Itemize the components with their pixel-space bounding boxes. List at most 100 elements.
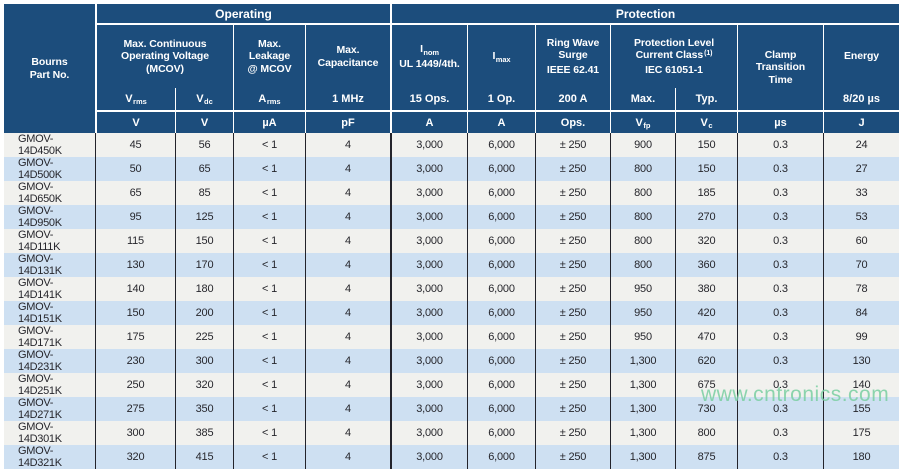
cell-vdc: 65 (175, 157, 233, 181)
cell-vrms: 230 (95, 349, 175, 373)
cell-vrms: 65 (95, 181, 175, 205)
cell-capacitance: 4 (305, 373, 390, 397)
unit-j: J (823, 110, 899, 133)
table-row: GMOV-14D950K 95 125 < 1 4 3,000 6,000 ± … (4, 205, 899, 229)
cell-clamp-time: 0.3 (737, 253, 823, 277)
table-row: GMOV-14D321K 320 415 < 1 4 3,000 6,000 ±… (4, 445, 899, 469)
subheader-1op: 1 Op. (467, 88, 535, 110)
unit-pf: pF (305, 110, 390, 133)
cell-ring-wave: ± 250 (535, 181, 610, 205)
cell-vdc: 180 (175, 277, 233, 301)
table-row: GMOV-14D131K 130 170 < 1 4 3,000 6,000 ±… (4, 253, 899, 277)
cell-vdc: 300 (175, 349, 233, 373)
cell-capacitance: 4 (305, 397, 390, 421)
cell-vc: 360 (675, 253, 737, 277)
cell-vc: 470 (675, 325, 737, 349)
part-number-cell: GMOV-14D231K (18, 349, 62, 373)
table-header: Bourns Part No. Operating Protection Max… (4, 4, 899, 133)
unit-us: µs (737, 110, 823, 133)
cell-imax: 6,000 (467, 349, 535, 373)
cell-vc: 420 (675, 301, 737, 325)
cell-clamp-time: 0.3 (737, 301, 823, 325)
cell-leakage: < 1 (233, 229, 305, 253)
col-header-ring-wave-surge: Ring Wave Surge IEEE 62.41 (535, 23, 610, 88)
cell-leakage: < 1 (233, 277, 305, 301)
cell-clamp-time: 0.3 (737, 133, 823, 157)
footnote-superscript: (1) (704, 50, 713, 58)
table-row: GMOV-14D141K 140 180 < 1 4 3,000 6,000 ±… (4, 277, 899, 301)
cell-energy: 180 (823, 445, 899, 469)
cell-vdc: 385 (175, 421, 233, 445)
cell-ring-wave: ± 250 (535, 277, 610, 301)
cell-vrms: 175 (95, 325, 175, 349)
cell-clamp-time: 0.3 (737, 181, 823, 205)
cell-vrms: 275 (95, 397, 175, 421)
cell-vrms: 45 (95, 133, 175, 157)
cell-vrms: 50 (95, 157, 175, 181)
cell-vfp: 900 (610, 133, 675, 157)
table-row: GMOV-14D450K 45 56 < 1 4 3,000 6,000 ± 2… (4, 133, 899, 157)
cell-ring-wave: ± 250 (535, 397, 610, 421)
cell-vrms: 320 (95, 445, 175, 469)
cell-vrms: 115 (95, 229, 175, 253)
cell-inom: 3,000 (390, 349, 467, 373)
part-number-cell: GMOV-14D111K (18, 229, 61, 253)
cell-vc: 320 (675, 229, 737, 253)
cell-energy: 175 (823, 421, 899, 445)
cell-capacitance: 4 (305, 157, 390, 181)
part-number-cell: GMOV-14D321K (18, 445, 62, 469)
cell-imax: 6,000 (467, 301, 535, 325)
cell-vfp: 800 (610, 253, 675, 277)
table-row: GMOV-14D650K 65 85 < 1 4 3,000 6,000 ± 2… (4, 181, 899, 205)
cell-leakage: < 1 (233, 445, 305, 469)
cell-clamp-time: 0.3 (737, 157, 823, 181)
part-number-cell: GMOV-14D271K (18, 397, 62, 421)
table-row: GMOV-14D301K 300 385 < 1 4 3,000 6,000 ±… (4, 421, 899, 445)
cell-vfp: 950 (610, 325, 675, 349)
table-row: GMOV-14D251K 250 320 < 1 4 3,000 6,000 ±… (4, 373, 899, 397)
table-row: GMOV-14D271K 275 350 < 1 4 3,000 6,000 ±… (4, 397, 899, 421)
cell-inom: 3,000 (390, 133, 467, 157)
cell-ring-wave: ± 250 (535, 445, 610, 469)
cell-imax: 6,000 (467, 253, 535, 277)
col-header-clamp-transition-time: Clamp Transition Time (737, 23, 823, 110)
col-header-part-no: Bourns Part No. (29, 56, 70, 81)
cell-imax: 6,000 (467, 421, 535, 445)
cell-vfp: 1,300 (610, 397, 675, 421)
cell-vrms: 250 (95, 373, 175, 397)
part-number-cell: GMOV-14D650K (18, 181, 62, 205)
cell-capacitance: 4 (305, 277, 390, 301)
col-header-imax: Imax (467, 23, 535, 88)
cell-vfp: 800 (610, 157, 675, 181)
cell-ring-wave: ± 250 (535, 133, 610, 157)
cell-clamp-time: 0.3 (737, 229, 823, 253)
unit-ua: µA (233, 110, 305, 133)
cell-capacitance: 4 (305, 445, 390, 469)
cell-vc: 800 (675, 421, 737, 445)
part-number-cell: GMOV-14D301K (18, 421, 62, 445)
cell-imax: 6,000 (467, 445, 535, 469)
subheader-1mhz: 1 MHz (305, 88, 390, 110)
cell-capacitance: 4 (305, 229, 390, 253)
part-number-cell: GMOV-14D171K (18, 325, 62, 349)
cell-vfp: 1,300 (610, 373, 675, 397)
cell-capacitance: 4 (305, 301, 390, 325)
table-row: GMOV-14D171K 175 225 < 1 4 3,000 6,000 ±… (4, 325, 899, 349)
cell-vfp: 1,300 (610, 421, 675, 445)
cell-ring-wave: ± 250 (535, 157, 610, 181)
cell-ring-wave: ± 250 (535, 253, 610, 277)
cell-vfp: 1,300 (610, 445, 675, 469)
cell-ring-wave: ± 250 (535, 205, 610, 229)
cell-clamp-time: 0.3 (737, 397, 823, 421)
unit-ops: Ops. (535, 110, 610, 133)
col-header-energy: Energy (823, 23, 899, 88)
inom-subscript: nom (423, 47, 439, 57)
subheader-200a: 200 A (535, 88, 610, 110)
cell-vc: 730 (675, 397, 737, 421)
cell-inom: 3,000 (390, 205, 467, 229)
table-row: GMOV-14D111K 115 150 < 1 4 3,000 6,000 ±… (4, 229, 899, 253)
cell-vdc: 125 (175, 205, 233, 229)
cell-inom: 3,000 (390, 445, 467, 469)
